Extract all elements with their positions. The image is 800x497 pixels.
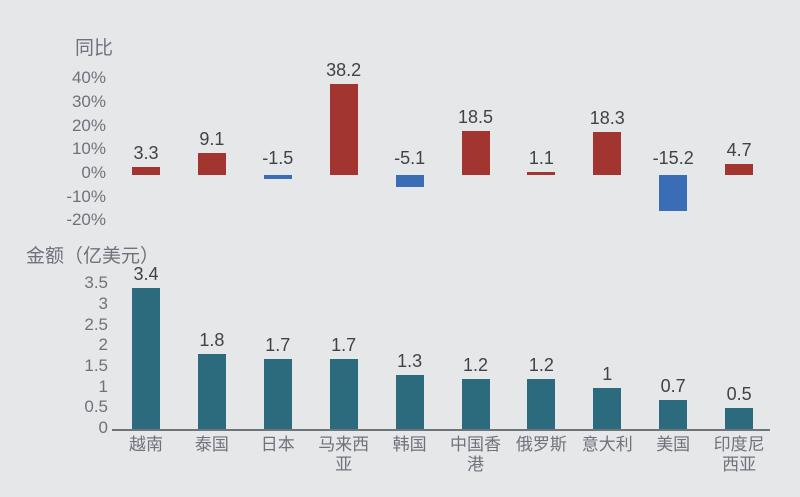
yoy-bar: [659, 175, 688, 212]
amount-bar: [395, 375, 424, 429]
amount-value-label: 1.7: [331, 334, 357, 355]
amount-value-label: 1: [602, 363, 613, 384]
yoy-bar: [263, 175, 292, 179]
yoy-bar: [527, 172, 556, 175]
yoy-ytick: -20%: [66, 210, 106, 230]
category-label: 泰国: [194, 435, 229, 454]
category-label: 韩国: [392, 435, 427, 454]
yoy-value-label: -5.1: [394, 148, 426, 168]
amount-bar: [263, 358, 292, 429]
yoy-bar: [725, 163, 754, 175]
amount-value-label: 1.7: [265, 334, 291, 355]
yoy-value-label: -15.2: [652, 148, 694, 168]
amount-bar: [659, 400, 688, 429]
amount-ytick: 0.5: [84, 397, 108, 417]
amount-x-axis-line: [112, 429, 770, 431]
amount-bar: [527, 379, 556, 429]
amount-bar: [725, 408, 754, 429]
yoy-ytick: 0%: [81, 163, 106, 182]
category-label: 俄罗斯: [515, 435, 567, 454]
yoy-bar: [132, 167, 160, 175]
yoy-ytick: 40%: [71, 68, 106, 88]
yoy-value-label: 9.1: [199, 129, 225, 150]
amount-bar: [593, 387, 622, 429]
amount-value-label: 3.4: [133, 264, 159, 285]
amount-ytick: 3.5: [84, 273, 108, 293]
category-label: 印度尼西亚: [713, 435, 765, 474]
amount-value-label: 0.5: [726, 384, 752, 405]
amount-chart-title: 金额（亿美元）: [26, 246, 160, 267]
amount-value-label: 1.8: [199, 330, 225, 351]
amount-ytick: 1: [98, 376, 108, 396]
amount-value-label: 1.2: [462, 355, 489, 376]
yoy-value-label: 4.7: [726, 139, 752, 160]
yoy-value-label: 18.5: [457, 107, 494, 128]
yoy-value-label: 3.3: [133, 143, 159, 164]
category-label: 日本: [260, 435, 295, 454]
yoy-value-label: 18.3: [589, 107, 625, 128]
yoy-ytick: 20%: [71, 115, 106, 135]
yoy-bar: [593, 131, 622, 175]
amount-ytick: 0: [98, 418, 108, 437]
amount-bar: [197, 354, 226, 429]
category-label: 中国香港: [450, 435, 501, 474]
amount-ytick: 2.5: [84, 314, 108, 334]
amount-value-label: 1.2: [528, 355, 554, 376]
yoy-value-label: -1.5: [262, 148, 294, 168]
amount-bar: [132, 288, 160, 429]
yoy-bar: [395, 175, 424, 188]
category-label: 越南: [129, 435, 163, 454]
yoy-ytick: -10%: [66, 186, 106, 206]
yoy-ytick: 10%: [71, 139, 106, 159]
yoy-ytick: 30%: [71, 91, 106, 111]
amount-bar: [461, 379, 490, 429]
amount-value-label: 1.3: [397, 351, 423, 372]
yoy-value-label: 38.2: [326, 60, 362, 81]
category-label: 美国: [656, 435, 691, 454]
amount-bar: [329, 358, 358, 429]
category-label: 马来西亚: [318, 435, 370, 474]
yoy-chart-title: 同比: [75, 38, 114, 59]
category-label: 意大利: [581, 435, 633, 454]
yoy-bar: [461, 131, 490, 175]
yoy-value-label: 1.1: [528, 148, 554, 169]
amount-ytick: 3: [98, 293, 108, 313]
amount-value-label: 0.7: [660, 376, 686, 397]
yoy-bar: [329, 84, 358, 175]
yoy-bar: [197, 153, 226, 175]
amount-ytick: 1.5: [84, 355, 108, 375]
amount-ytick: 2: [98, 335, 108, 355]
